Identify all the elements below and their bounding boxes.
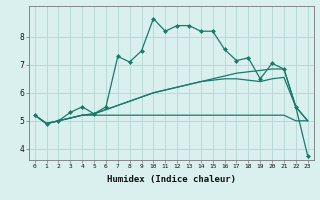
X-axis label: Humidex (Indice chaleur): Humidex (Indice chaleur) bbox=[107, 175, 236, 184]
